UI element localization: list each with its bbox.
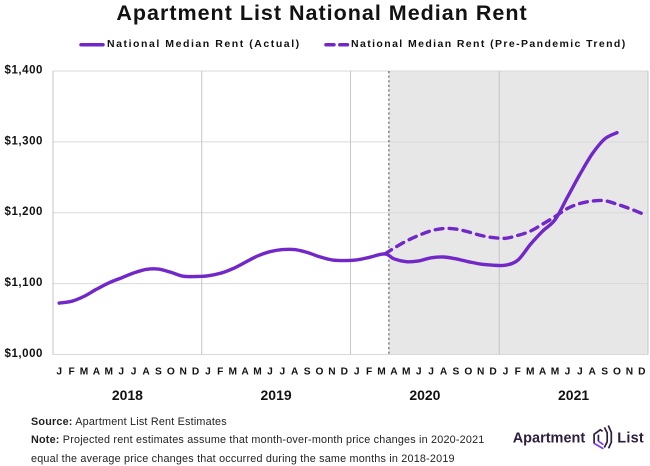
svg-text:2018: 2018 — [112, 387, 143, 403]
svg-text:F: F — [366, 367, 372, 378]
svg-text:J: J — [267, 367, 273, 378]
svg-text:J: J — [56, 367, 62, 378]
svg-text:N: N — [180, 367, 187, 378]
svg-text:A: A — [142, 367, 150, 378]
svg-text:$1,400: $1,400 — [5, 65, 43, 77]
svg-text:A: A — [291, 367, 299, 378]
svg-text:O: O — [167, 367, 175, 378]
svg-text:S: S — [453, 367, 460, 378]
svg-text:F: F — [515, 367, 521, 378]
svg-text:J: J — [131, 367, 137, 378]
svg-text:$1,100: $1,100 — [5, 277, 43, 289]
svg-text:A: A — [589, 367, 597, 378]
svg-text:S: S — [304, 367, 311, 378]
svg-text:F: F — [217, 367, 223, 378]
svg-text:$1,200: $1,200 — [5, 206, 43, 218]
svg-text:J: J — [279, 367, 285, 378]
svg-text:M: M — [377, 367, 386, 378]
svg-text:M: M — [80, 367, 89, 378]
svg-text:J: J — [577, 367, 583, 378]
svg-text:A: A — [241, 367, 249, 378]
svg-text:N: N — [477, 367, 484, 378]
svg-text:F: F — [68, 367, 74, 378]
svg-text:2019: 2019 — [261, 387, 292, 403]
svg-text:J: J — [416, 367, 422, 378]
svg-text:A: A — [440, 367, 448, 378]
svg-text:N: N — [328, 367, 335, 378]
svg-text:O: O — [464, 367, 472, 378]
svg-text:J: J — [354, 367, 360, 378]
svg-text:O: O — [613, 367, 621, 378]
svg-text:$1,300: $1,300 — [5, 135, 43, 147]
svg-text:2020: 2020 — [409, 387, 440, 403]
svg-text:D: D — [192, 367, 199, 378]
svg-text:O: O — [316, 367, 324, 378]
svg-text:D: D — [489, 367, 496, 378]
svg-text:2021: 2021 — [558, 387, 589, 403]
svg-text:D: D — [341, 367, 348, 378]
svg-text:N: N — [626, 367, 633, 378]
svg-text:J: J — [428, 367, 434, 378]
svg-text:$1,000: $1,000 — [5, 348, 43, 360]
svg-text:J: J — [205, 367, 211, 378]
svg-text:A: A — [390, 367, 398, 378]
svg-text:J: J — [118, 367, 124, 378]
svg-text:M: M — [402, 367, 411, 378]
svg-text:M: M — [253, 367, 262, 378]
svg-text:S: S — [601, 367, 608, 378]
svg-text:S: S — [155, 367, 162, 378]
svg-text:A: A — [93, 367, 101, 378]
svg-text:M: M — [551, 367, 560, 378]
svg-text:M: M — [228, 367, 237, 378]
svg-text:J: J — [503, 367, 509, 378]
svg-text:M: M — [105, 367, 114, 378]
svg-text:J: J — [565, 367, 571, 378]
svg-text:D: D — [638, 367, 645, 378]
svg-text:List: List — [617, 430, 644, 446]
svg-text:Apartment: Apartment — [513, 430, 586, 446]
svg-text:M: M — [526, 367, 535, 378]
svg-text:A: A — [539, 367, 547, 378]
